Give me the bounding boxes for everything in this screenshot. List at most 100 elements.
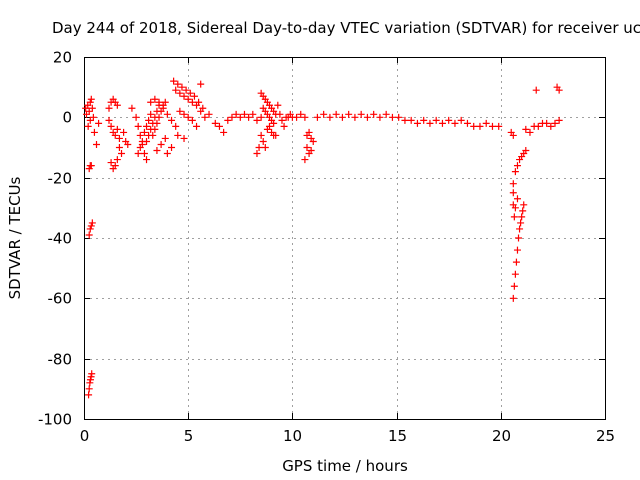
- data-point: [257, 131, 265, 139]
- data-point: [363, 113, 371, 121]
- data-point: [193, 122, 201, 130]
- data-point: [190, 92, 198, 100]
- data-point: [86, 225, 94, 233]
- data-point: [519, 207, 527, 215]
- data-point: [85, 391, 93, 399]
- data-point: [249, 110, 257, 118]
- data-point: [155, 113, 163, 121]
- data-point: [482, 119, 490, 127]
- data-point: [88, 219, 96, 227]
- data-point: [180, 92, 188, 100]
- data-point: [168, 144, 176, 151]
- data-point: [84, 122, 92, 130]
- data-point: [107, 159, 115, 167]
- data-point: [313, 113, 321, 121]
- data-point: [140, 150, 148, 158]
- data-point: [513, 195, 521, 203]
- data-point: [155, 98, 163, 106]
- data-point: [301, 156, 309, 164]
- data-point: [351, 113, 359, 121]
- data-point: [309, 137, 317, 145]
- data-point: [463, 119, 471, 127]
- data-point: [551, 119, 559, 127]
- data-point: [280, 122, 288, 130]
- data-point: [420, 116, 428, 124]
- data-point: [132, 113, 140, 121]
- data-point: [555, 116, 563, 124]
- data-point: [163, 150, 171, 158]
- data-point: [432, 116, 440, 124]
- data-point: [370, 110, 378, 118]
- data-point: [105, 104, 113, 112]
- data-point: [134, 122, 142, 130]
- data-point: [188, 116, 196, 124]
- data-point: [278, 116, 286, 124]
- x-tick-label: 20: [492, 427, 511, 445]
- data-point: [261, 144, 269, 151]
- data-point: [511, 204, 519, 212]
- y-tick-label: -40: [48, 230, 73, 248]
- y-tick-label: -60: [48, 290, 73, 308]
- data-point: [161, 98, 169, 106]
- x-tick-label: 10: [283, 427, 302, 445]
- data-point: [86, 98, 94, 106]
- data-point: [220, 128, 228, 136]
- data-point: [488, 122, 496, 130]
- data-point: [518, 213, 526, 221]
- data-point: [151, 95, 159, 103]
- data-point: [115, 144, 123, 151]
- data-point: [124, 140, 132, 148]
- data-point: [85, 107, 93, 115]
- data-point: [174, 80, 182, 88]
- data-point: [111, 131, 119, 139]
- data-point: [111, 162, 119, 170]
- data-point: [88, 370, 96, 378]
- data-point: [445, 116, 453, 124]
- y-tick-label: 0: [62, 109, 72, 127]
- data-point: [193, 101, 201, 109]
- data-point: [95, 119, 103, 127]
- data-point: [255, 144, 263, 151]
- data-point: [153, 147, 161, 155]
- data-point: [188, 98, 196, 106]
- data-point: [211, 119, 219, 127]
- data-point: [516, 225, 524, 233]
- data-point: [232, 110, 240, 118]
- data-point: [151, 125, 159, 133]
- data-point: [184, 95, 192, 103]
- data-point: [495, 122, 503, 130]
- x-tick-label: 5: [184, 427, 194, 445]
- data-point: [182, 86, 190, 94]
- data-point: [332, 110, 340, 118]
- data-point: [520, 201, 528, 209]
- data-point: [345, 110, 353, 118]
- data-point: [376, 113, 384, 121]
- data-point: [149, 131, 157, 139]
- data-point: [136, 131, 144, 139]
- data-point: [413, 119, 421, 127]
- data-point: [143, 156, 151, 164]
- data-point: [197, 80, 205, 88]
- data-point: [170, 77, 178, 85]
- y-tick-label: -80: [48, 351, 73, 369]
- data-point: [297, 110, 305, 118]
- data-point: [168, 116, 176, 124]
- data-point: [143, 137, 151, 145]
- data-points: [82, 77, 563, 399]
- data-point: [513, 162, 521, 170]
- data-point: [157, 140, 165, 148]
- data-point: [215, 122, 223, 130]
- data-point: [87, 373, 95, 381]
- data-point: [265, 122, 273, 130]
- data-point: [180, 110, 188, 118]
- data-point: [513, 246, 521, 254]
- data-point: [276, 110, 284, 118]
- data-point: [86, 379, 94, 387]
- data-point: [257, 113, 265, 121]
- data-point: [510, 213, 518, 221]
- data-point: [438, 119, 446, 127]
- data-point: [201, 113, 209, 121]
- data-point: [509, 294, 517, 302]
- data-point: [85, 385, 93, 393]
- data-point: [401, 116, 409, 124]
